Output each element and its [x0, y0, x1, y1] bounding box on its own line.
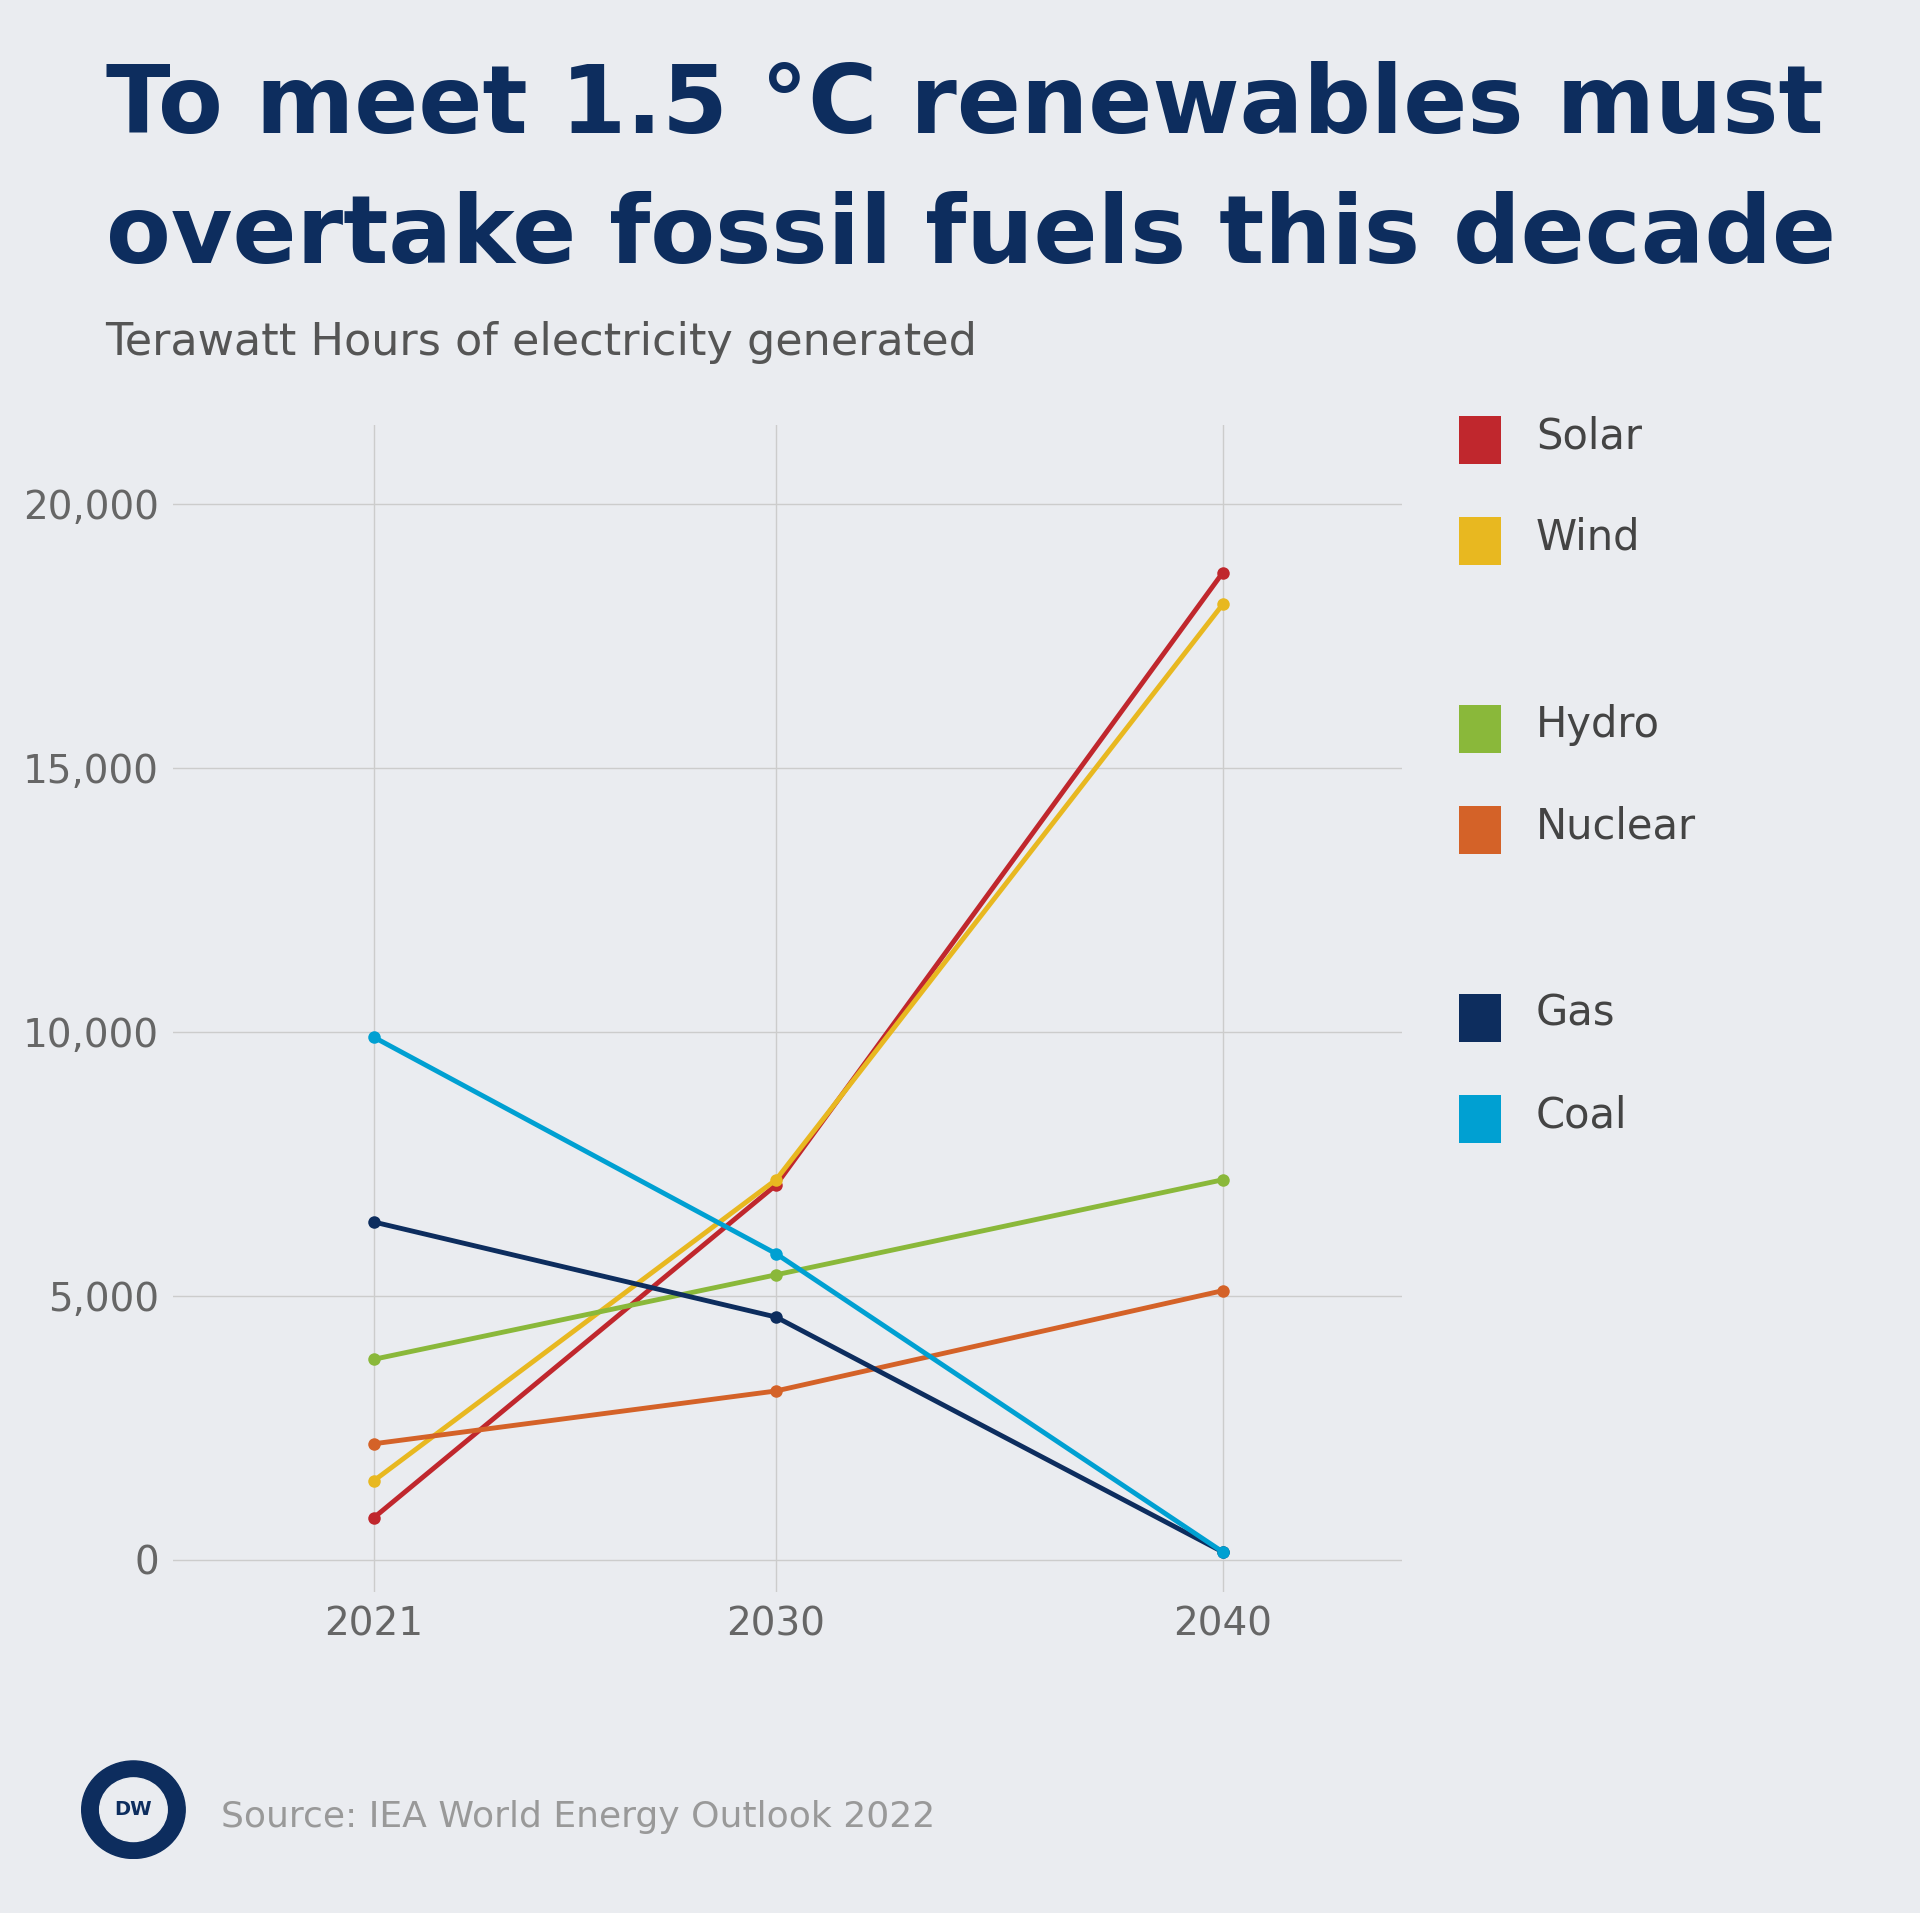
Text: Hydro: Hydro	[1536, 704, 1661, 746]
Text: Solar: Solar	[1536, 415, 1642, 457]
Text: Source: IEA World Energy Outlook 2022: Source: IEA World Energy Outlook 2022	[221, 1800, 935, 1835]
Circle shape	[100, 1777, 167, 1842]
Text: Wind: Wind	[1536, 517, 1640, 559]
Text: To meet 1.5 °C renewables must: To meet 1.5 °C renewables must	[106, 61, 1824, 153]
Text: Terawatt Hours of electricity generated: Terawatt Hours of electricity generated	[106, 321, 977, 363]
Text: overtake fossil fuels this decade: overtake fossil fuels this decade	[106, 191, 1836, 283]
Circle shape	[83, 1762, 184, 1858]
Text: DW: DW	[115, 1800, 152, 1819]
Text: Nuclear: Nuclear	[1536, 805, 1695, 847]
Text: Gas: Gas	[1536, 993, 1615, 1035]
Text: Coal: Coal	[1536, 1094, 1628, 1136]
